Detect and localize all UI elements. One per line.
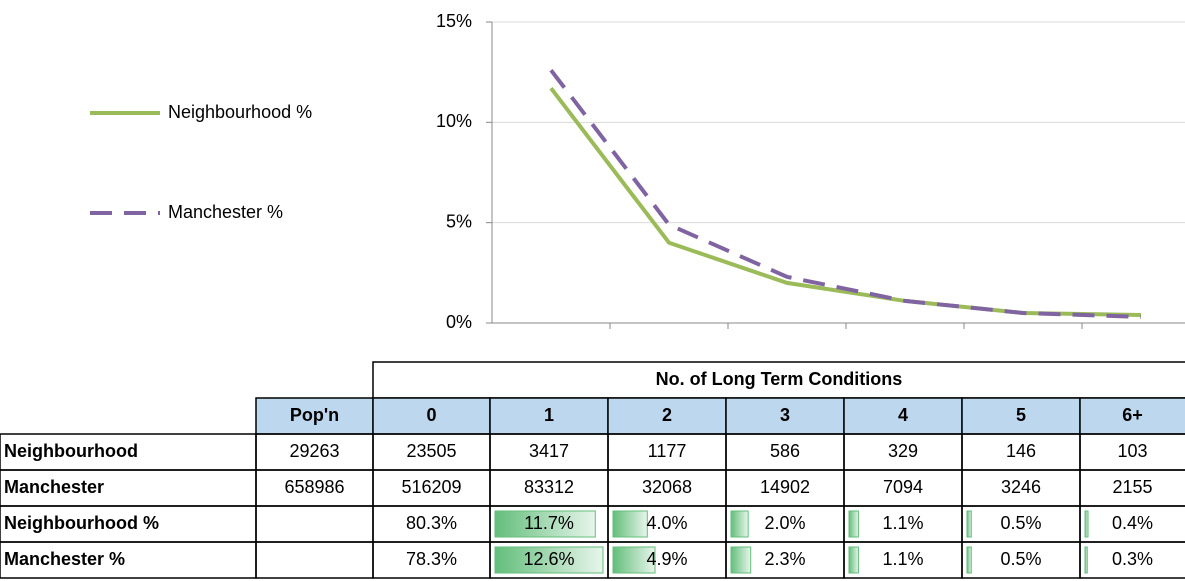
row-label: Neighbourhood [4, 441, 138, 461]
table-value: 1.1% [882, 549, 923, 569]
data-bar [1084, 546, 1088, 574]
table-cell [372, 397, 491, 435]
series-line [549, 68, 1142, 319]
data-bar [966, 510, 972, 538]
table-value: 23505 [406, 441, 456, 461]
table-value: 586 [770, 441, 800, 461]
table-value: 12.6% [523, 549, 574, 569]
table-cell [607, 397, 727, 435]
table-cell [255, 541, 374, 579]
data-bar [1084, 510, 1089, 538]
table-value: 3246 [1001, 477, 1041, 497]
data-bar [966, 546, 972, 574]
table-value: 80.3% [406, 513, 457, 533]
data-bar [612, 546, 656, 574]
y-tick-label: 5% [446, 211, 472, 231]
table-value: 2.3% [764, 549, 805, 569]
table-value: 0.5% [1000, 549, 1041, 569]
legend-label: Manchester % [168, 202, 283, 222]
column-header: 5 [1016, 405, 1026, 425]
data-bar [494, 510, 596, 538]
table-value: 1177 [648, 441, 687, 461]
table-value: 2155 [1112, 477, 1152, 497]
column-header: Pop'n [290, 405, 339, 425]
data-bar [612, 510, 648, 538]
data-bar [848, 510, 859, 538]
row-label: Manchester [4, 477, 104, 497]
column-header: 4 [898, 405, 908, 425]
table-value: 146 [1006, 441, 1036, 461]
row-label: Manchester % [4, 549, 125, 569]
data-bar [494, 546, 604, 574]
table-value: 329 [888, 441, 918, 461]
table-value: 4.0% [646, 513, 687, 533]
table-value: 0.3% [1112, 549, 1153, 569]
table-value: 0.5% [1000, 513, 1041, 533]
table-cell [1079, 397, 1185, 435]
table-value: 83312 [524, 477, 574, 497]
legend-label: Neighbourhood % [168, 102, 312, 122]
table-value: 32068 [642, 477, 692, 497]
column-header: 0 [426, 405, 436, 425]
table-value: 3417 [529, 441, 569, 461]
table-cell [961, 397, 1081, 435]
table-cell [1079, 541, 1185, 579]
column-header: 2 [662, 405, 672, 425]
table-title: No. of Long Term Conditions [656, 369, 903, 389]
table-value: 516209 [401, 477, 461, 497]
data-bar [848, 546, 859, 574]
table-cell [725, 397, 845, 435]
table-value: 1.1% [882, 513, 923, 533]
y-tick-label: 0% [446, 312, 472, 332]
table-cell [255, 505, 374, 543]
table-value: 14902 [760, 477, 810, 497]
table-cell [489, 397, 609, 435]
table-value: 103 [1117, 441, 1147, 461]
row-label: Neighbourhood % [4, 513, 159, 533]
column-header: 3 [780, 405, 790, 425]
table-value: 4.9% [646, 549, 687, 569]
table-value: 11.7% [524, 513, 574, 533]
table-value: 7094 [883, 477, 923, 497]
table-value: 0.4% [1112, 513, 1153, 533]
y-tick-label: 10% [436, 111, 472, 131]
table-value: 2.0% [764, 513, 805, 533]
column-header: 1 [544, 405, 554, 425]
data-bar [730, 546, 752, 574]
table-value: 78.3% [406, 549, 457, 569]
table-value: 658986 [284, 477, 344, 497]
y-tick-label: 15% [436, 11, 472, 31]
table-value: 29263 [289, 441, 339, 461]
data-bar [730, 510, 749, 538]
column-header: 6+ [1122, 405, 1143, 425]
